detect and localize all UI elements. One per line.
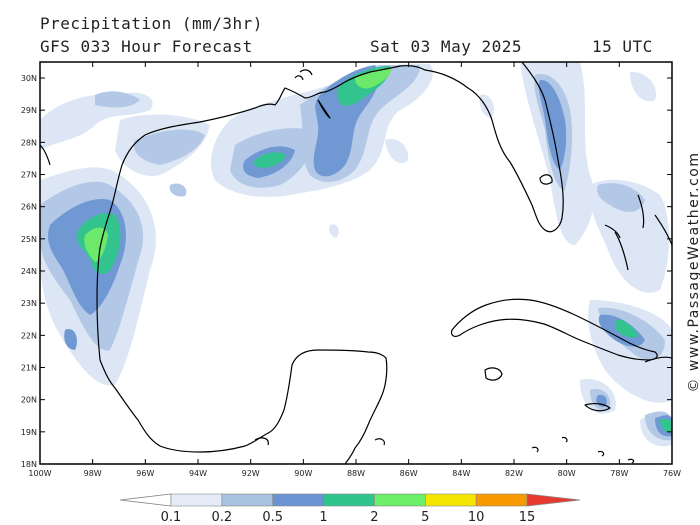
lon-label: 96W — [136, 469, 154, 478]
lon-label: 100W — [28, 469, 51, 478]
legend-swatch — [221, 493, 274, 507]
lat-label: 22N — [21, 331, 37, 340]
legend-label: 0.2 — [212, 510, 233, 525]
forecast-subtitle: GFS 033 Hour Forecast — [40, 37, 253, 56]
legend-swatch — [475, 493, 528, 507]
lon-label: 86W — [400, 469, 418, 478]
legend-swatch — [424, 493, 477, 507]
lon-label: 84W — [452, 469, 470, 478]
lat-label: 18N — [21, 460, 37, 469]
map-title: Precipitation (mm/3hr) — [40, 14, 263, 33]
legend-label: 2 — [370, 510, 378, 525]
lat-label: 30N — [21, 74, 37, 83]
legend-label: 1 — [319, 510, 327, 525]
longitude-axis: 100W 98W 96W 94W 92W 90W 88W 86W 84W 82W 80W 78W 76W — [28, 62, 681, 478]
lat-label: 19N — [21, 428, 37, 437]
precipitation-layer — [40, 62, 672, 447]
latitude-axis: 30N 29N 28N 27N 26N 25N 24N 23N 22N 21N 20N 19N 18N — [21, 74, 672, 469]
lon-label: 80W — [558, 469, 576, 478]
lat-label: 28N — [21, 138, 37, 147]
lon-label: 76W — [663, 469, 681, 478]
legend-low-arrow — [119, 493, 172, 507]
legend-label: 10 — [468, 510, 485, 525]
lon-label: 78W — [610, 469, 628, 478]
lat-label: 26N — [21, 203, 37, 212]
lon-label: 90W — [294, 469, 312, 478]
legend-label: 0.1 — [161, 510, 182, 525]
legend-label: 0.5 — [262, 510, 283, 525]
legend-swatch — [170, 493, 223, 507]
lat-label: 25N — [21, 235, 37, 244]
legend-label: 5 — [421, 510, 429, 525]
forecast-date: Sat 03 May 2025 — [370, 37, 522, 56]
lon-label: 82W — [505, 469, 523, 478]
legend-swatch — [374, 493, 426, 507]
coastline-layer — [40, 62, 672, 464]
precipitation-legend: 0.1 0.2 0.5 1 2 5 10 15 — [119, 493, 581, 525]
lon-label: 92W — [242, 469, 260, 478]
legend-high-arrow — [526, 493, 581, 507]
lat-label: 29N — [21, 106, 37, 115]
forecast-time: 15 UTC — [592, 37, 653, 56]
lat-label: 21N — [21, 364, 37, 373]
lon-label: 98W — [84, 469, 102, 478]
lat-label: 27N — [21, 171, 37, 180]
legend-swatch — [323, 493, 375, 507]
lat-label: 24N — [21, 267, 37, 276]
copyright-text: © www.PassageWeather.com — [686, 151, 700, 392]
lon-label: 88W — [347, 469, 365, 478]
lat-label: 23N — [21, 299, 37, 308]
legend-swatch — [272, 493, 324, 507]
lat-label: 20N — [21, 396, 37, 405]
lon-label: 94W — [189, 469, 207, 478]
legend-label: 15 — [519, 510, 536, 525]
